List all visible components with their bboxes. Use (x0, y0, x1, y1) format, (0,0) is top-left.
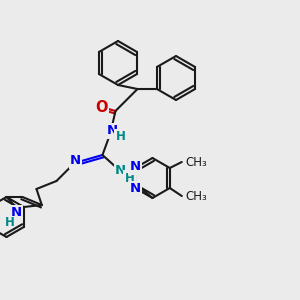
Text: N: N (130, 160, 141, 173)
Text: N: N (130, 182, 141, 196)
Text: N: N (115, 164, 126, 176)
Text: O: O (95, 100, 108, 115)
Text: N: N (70, 154, 81, 167)
Text: N: N (107, 124, 118, 137)
Text: H: H (124, 172, 134, 184)
Text: CH₃: CH₃ (186, 155, 208, 169)
Text: H: H (4, 217, 14, 230)
Text: CH₃: CH₃ (186, 190, 208, 202)
Text: H: H (116, 130, 125, 143)
Text: N: N (11, 206, 22, 220)
